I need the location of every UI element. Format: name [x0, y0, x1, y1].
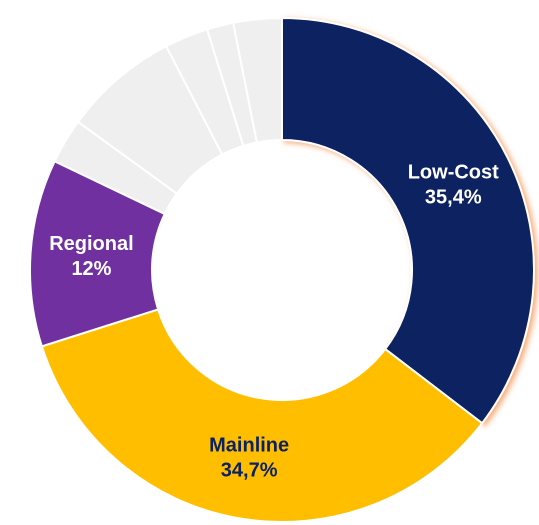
slice	[232, 16, 283, 144]
slice	[40, 308, 484, 523]
value-label: 35,4%	[425, 187, 482, 209]
slice-label: Mainline	[209, 434, 289, 456]
slice-label: Regional	[49, 233, 133, 255]
slice	[281, 16, 535, 425]
slice-label: Low-Cost	[408, 162, 499, 184]
value-label: 34,7%	[221, 459, 278, 481]
value-label: 12%	[71, 258, 111, 280]
